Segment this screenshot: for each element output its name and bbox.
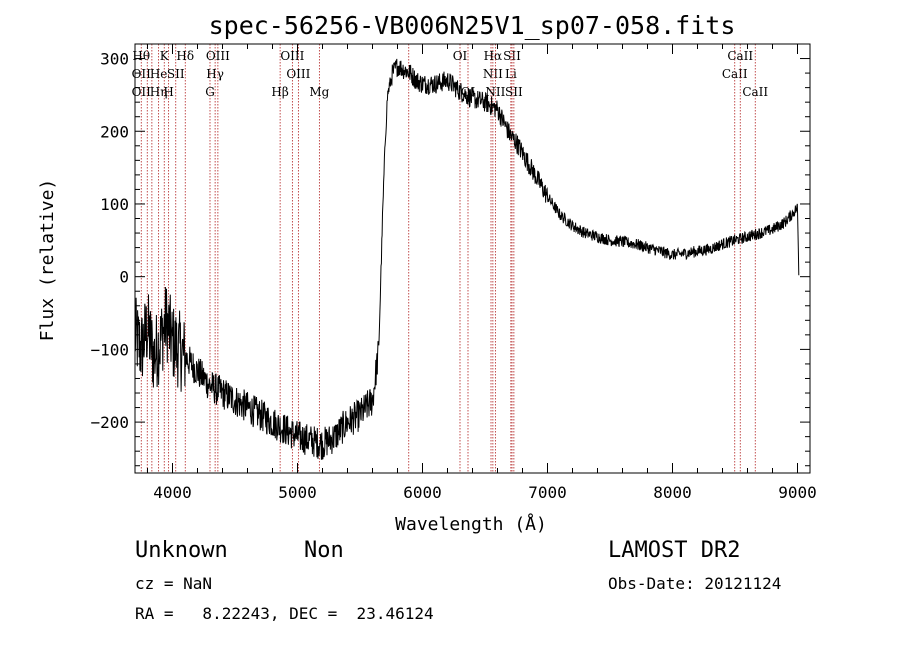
spectral-line-label: CaII — [722, 67, 748, 81]
y-axis-label: Flux (relative) — [37, 179, 58, 342]
spectral-line-label: SII — [167, 67, 185, 81]
x-tick-label: 4000 — [153, 483, 192, 502]
x-tick-label: 7000 — [528, 483, 567, 502]
object-class: Unknown — [135, 538, 228, 563]
spectrum-series — [134, 58, 800, 460]
spectral-line-label: Mg — [309, 85, 329, 99]
spectrum-line — [134, 58, 800, 460]
spectral-line-label: K — [160, 49, 170, 63]
spectral-line-label: Li — [505, 67, 517, 81]
spectral-line-label: OIII — [286, 67, 310, 81]
survey-name: LAMOST DR2 — [608, 538, 741, 563]
spectral-line-label: Hη — [150, 85, 168, 99]
y-tick-label: −200 — [90, 413, 129, 432]
spectral-line-label: Hβ — [271, 85, 288, 99]
spectral-line-label: Hδ — [176, 49, 194, 63]
x-tick-label: 5000 — [278, 483, 317, 502]
spectral-line-label: CaII — [727, 49, 753, 63]
chart-title: spec-56256-VB006N25V1_sp07-058.fits — [209, 11, 736, 40]
y-tick-label: 200 — [100, 122, 129, 141]
spectral-line-label: NII — [485, 85, 505, 99]
redshift-readout: cz = NaN — [135, 574, 213, 593]
spectral-line-label: G — [205, 85, 215, 99]
spectral-line-label: Hγ — [206, 67, 224, 81]
x-tick-label: 9000 — [778, 483, 817, 502]
spectral-line-label: SII — [505, 85, 523, 99]
object-subclass: Non — [304, 538, 344, 563]
spectral-line-label: OIII — [206, 49, 230, 63]
x-tick-label: 6000 — [403, 483, 442, 502]
spectral-line-label: OIII — [280, 49, 304, 63]
y-tick-label: 0 — [119, 268, 129, 287]
spectral-line-label: OII — [132, 85, 152, 99]
y-tick-label: −100 — [90, 340, 129, 359]
spectral-line-label: H — [163, 85, 173, 99]
spectral-line-label: OI — [453, 49, 468, 63]
x-tick-label: 8000 — [653, 483, 692, 502]
spectral-line-label: OII — [132, 67, 152, 81]
spectral-line-label: He — [150, 67, 168, 81]
spectral-line-label: SII — [503, 49, 521, 63]
observation-date: Obs-Date: 20121124 — [608, 574, 782, 593]
x-axis-label: Wavelength (Å) — [395, 513, 547, 535]
y-tick-label: 100 — [100, 195, 129, 214]
spectral-line-label: CaII — [742, 85, 768, 99]
spectral-lines: HθOIIOIIHeHηKHSIIHδGHγOIIIHβOIIIOIIIMgOI… — [132, 44, 768, 473]
spectral-line-label: Hθ — [132, 49, 150, 63]
spectral-line-label: NII — [483, 67, 503, 81]
spectral-line-label: Hα — [484, 49, 503, 63]
coordinates-readout: RA = 8.22243, DEC = 23.46124 — [135, 604, 434, 623]
y-tick-label: 300 — [100, 50, 129, 69]
axes: 4000 5000 6000 7000 8000 9000 −200 −100 0 100 200 3… — [90, 43, 817, 502]
